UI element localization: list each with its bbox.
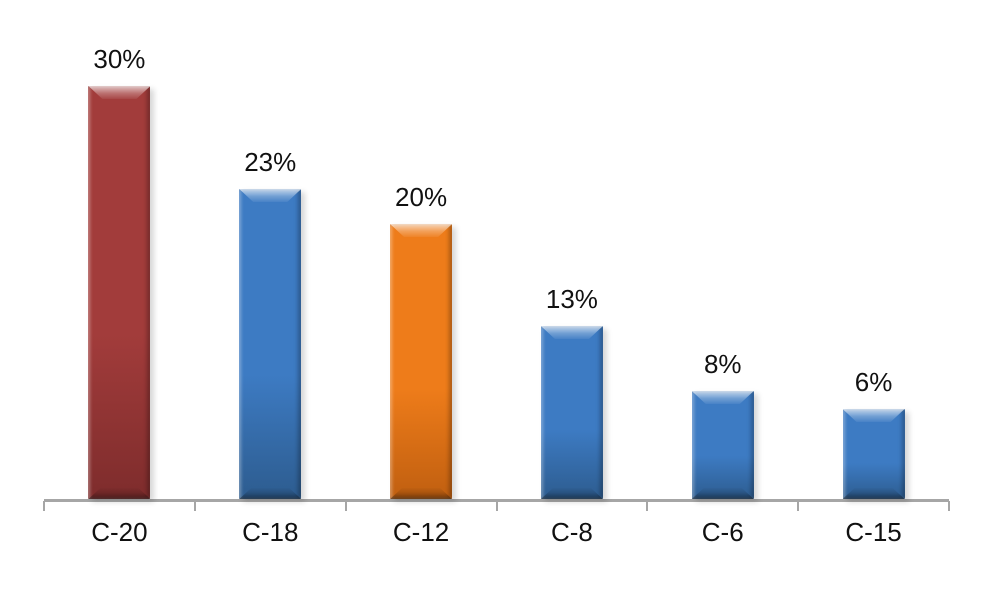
category-label-c-8: C-8 <box>550 517 593 547</box>
x-axis-tick <box>344 501 347 511</box>
bar-c-8 <box>540 326 603 499</box>
category-label-c-20: C-20 <box>91 517 148 547</box>
data-label-c-18: 23% <box>244 147 297 177</box>
category-label-c-18: C-18 <box>242 517 299 547</box>
bar-c-12 <box>390 224 453 499</box>
data-label-c-6: 8% <box>703 349 742 379</box>
x-axis-tick <box>495 501 498 511</box>
x-axis-tick <box>646 501 649 511</box>
data-label-c-15: 6% <box>854 367 893 397</box>
category-label-c-15: C-15 <box>845 517 902 547</box>
bar-c-18 <box>239 189 302 499</box>
category-label-c-6: C-6 <box>701 517 744 547</box>
bar-c-15 <box>842 409 905 499</box>
x-axis-tick <box>948 501 950 511</box>
bar-c-20 <box>88 86 151 499</box>
x-axis-line <box>44 499 949 502</box>
data-label-c-20: 30% <box>93 44 146 74</box>
x-axis-tick <box>193 501 196 511</box>
x-axis-tick <box>43 501 45 511</box>
bar-c-6 <box>691 391 754 499</box>
x-axis-tick <box>797 501 800 511</box>
category-label-c-12: C-12 <box>392 517 450 547</box>
data-label-c-12: 20% <box>395 182 448 212</box>
data-label-c-8: 13% <box>545 284 598 314</box>
